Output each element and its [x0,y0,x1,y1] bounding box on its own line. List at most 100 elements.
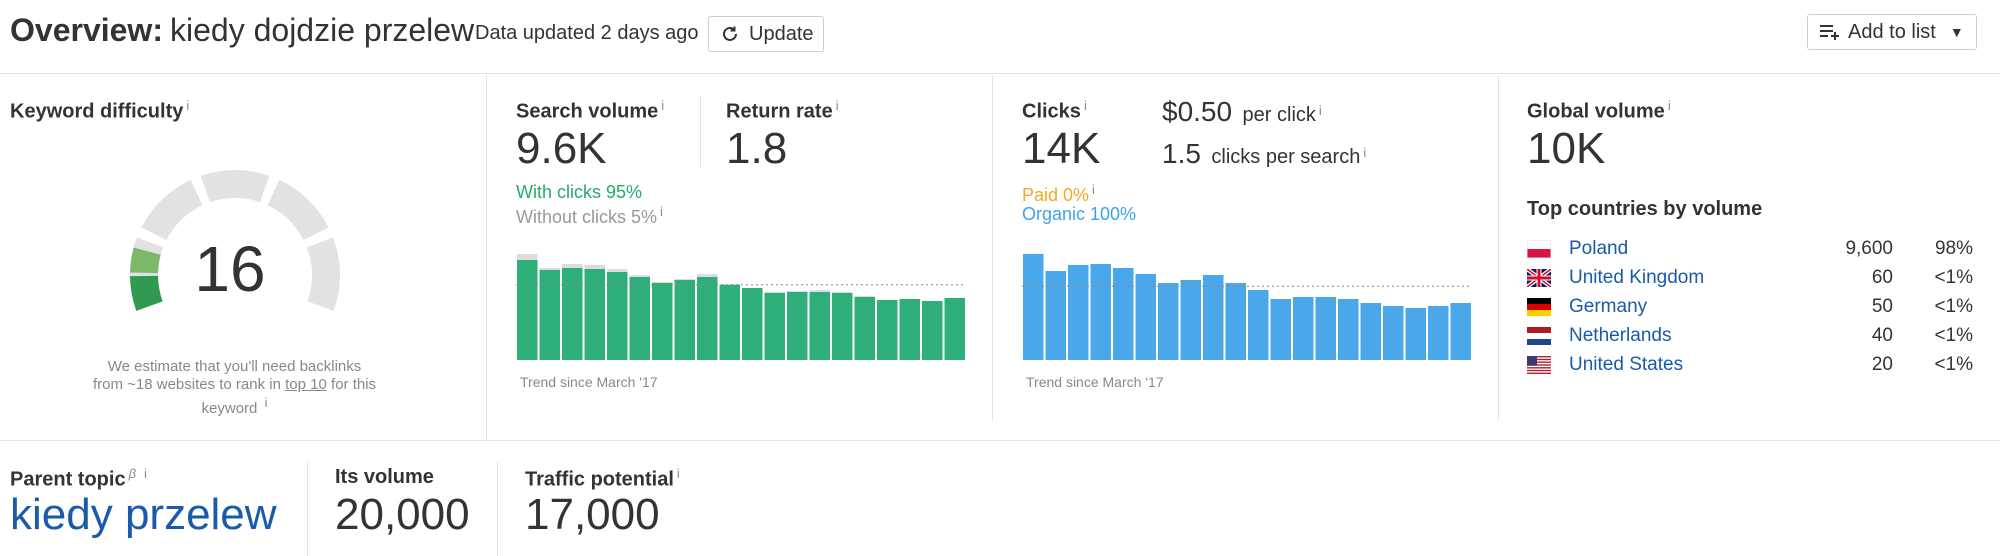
add-to-list-button[interactable]: Add to list ▼ [1807,14,1977,50]
search-volume-value: 9.6K [516,124,607,173]
info-icon[interactable]: i [264,395,268,410]
clicks-value: 14K [1022,124,1101,173]
chart-bar[interactable] [1383,306,1404,360]
chart-bar[interactable] [562,268,583,360]
chart-bar[interactable] [1360,303,1382,360]
chart-bar[interactable] [674,280,696,360]
cps-value: 1.5 [1162,138,1201,169]
gauge-segment [200,170,270,203]
organic-text: Organic 100% [1022,204,1137,224]
chart-bar[interactable] [1450,303,1472,360]
divider [307,462,308,556]
chart-bar[interactable] [1113,268,1134,360]
chart-bar[interactable] [539,270,561,360]
chart-bar[interactable] [517,260,538,360]
gauge-segment [306,237,340,311]
info-icon[interactable]: i [676,466,680,481]
chart-bar[interactable] [1405,308,1427,360]
beta-badge: β [128,466,137,481]
chart-bar[interactable] [1090,264,1112,360]
chart-bar[interactable] [719,285,741,360]
country-name[interactable]: United States [1569,354,1684,375]
chart-bar[interactable] [1270,299,1292,360]
country-name[interactable]: Netherlands [1569,325,1672,346]
chart-bar[interactable] [922,301,943,360]
return-rate-label: Return rate i [726,98,839,123]
chart-bar[interactable] [1428,306,1449,360]
add-to-list-label: Add to list [1848,20,1936,43]
country-volume: 50 [1871,296,1893,317]
chart-bar[interactable] [1068,265,1089,360]
info-icon[interactable]: i [1667,98,1671,113]
clicks-per-search: 1.5 clicks per search i [1162,138,1366,170]
update-button[interactable]: Update [708,16,824,52]
info-icon[interactable]: i [1318,102,1322,118]
chart-bar[interactable] [1158,283,1179,360]
chart-bar[interactable] [742,288,763,360]
page-header: Overview: kiedy dojdzie przelew Data upd… [0,0,2000,74]
chart-bar[interactable] [1203,275,1224,360]
chart-bar[interactable] [764,293,786,360]
info-icon[interactable]: i [144,466,147,481]
chart-bar[interactable] [697,277,718,360]
top-10-link[interactable]: top 10 [285,376,327,393]
chart-bar[interactable] [607,272,628,360]
info-icon[interactable]: i [1363,144,1367,160]
country-row: Germany 50 <1% [1527,294,1977,322]
info-icon[interactable]: i [186,98,190,113]
per-click: $0.50 per click i [1162,96,1322,128]
chart-bar[interactable] [1225,283,1247,360]
difficulty-gauge [130,170,340,311]
chart-bar[interactable] [1180,280,1202,360]
usa-flag-icon [1527,356,1551,374]
chart-bar[interactable] [899,299,921,360]
chart-bar[interactable] [877,300,898,360]
chart-bar[interactable] [1045,271,1067,360]
country-row: Poland 9,600 98% [1527,236,1977,264]
paid-text: Paid 0% i [1022,182,1095,205]
data-updated-text: Data updated 2 days ago [475,22,699,44]
chart-bar[interactable] [787,292,808,360]
country-percent: <1% [1934,296,1973,317]
parent-topic-link[interactable]: kiedy przelew [10,490,277,539]
country-percent: <1% [1934,267,1973,288]
info-icon[interactable]: i [661,98,665,113]
chevron-down-icon: ▼ [1949,24,1964,40]
chart-bar[interactable] [1023,254,1044,360]
global-volume-value: 10K [1527,124,1606,173]
chart-bar[interactable] [854,297,876,360]
chart-bar[interactable] [1248,290,1269,360]
info-icon[interactable]: i [835,98,839,113]
info-icon[interactable]: i [1083,98,1087,113]
divider [0,440,2000,441]
search-volume-trend-label: Trend since March '17 [520,374,658,390]
country-row: United Kingdom 60 <1% [1527,265,1977,293]
info-icon[interactable]: i [1092,182,1095,197]
add-list-icon [1820,25,1839,40]
chart-bar[interactable] [1315,297,1337,360]
country-volume: 60 [1871,267,1893,288]
search-volume-trend-chart [516,254,966,360]
chart-bar[interactable] [1293,297,1314,360]
chart-bar[interactable] [832,293,853,360]
keyword-difficulty-label: Keyword difficulty i [10,98,190,123]
chart-bar[interactable] [1135,274,1157,360]
netherlands-flag-icon [1527,327,1551,345]
chart-bar[interactable] [629,277,651,360]
chart-bar[interactable] [809,292,831,360]
info-icon[interactable]: i [660,204,663,219]
cps-label: clicks per search [1211,146,1361,168]
gauge-fill [130,247,161,274]
country-name[interactable]: Germany [1569,296,1648,317]
country-name[interactable]: Poland [1569,238,1629,259]
chart-bar[interactable] [1338,299,1359,360]
clicks-trend-label: Trend since March '17 [1026,374,1164,390]
chart-bar[interactable] [944,298,966,360]
country-name[interactable]: United Kingdom [1569,267,1705,288]
traffic-potential-label: Traffic potential i [525,466,680,491]
divider [486,75,487,440]
page-title: Overview: [10,12,163,48]
chart-bar[interactable] [652,283,673,360]
chart-bar[interactable] [584,269,606,360]
gauge-segment [141,179,203,241]
